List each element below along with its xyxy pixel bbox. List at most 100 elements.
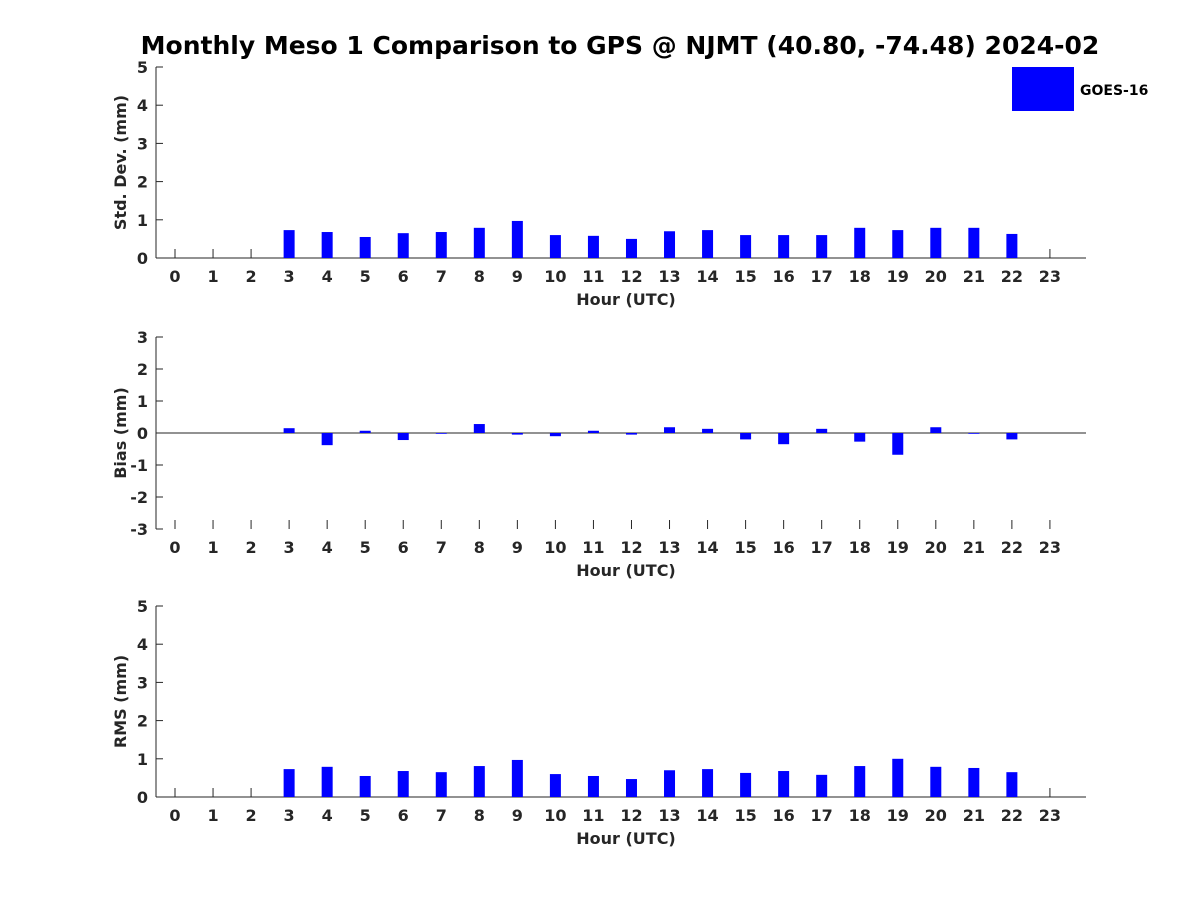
bar-hour-8 (473, 766, 485, 797)
x-tick-label: 14 (696, 538, 718, 557)
y-tick-label: 5 (137, 597, 148, 616)
bar-hour-16 (778, 235, 790, 258)
x-tick-label: 13 (658, 538, 680, 557)
x-tick-label: 11 (582, 267, 604, 286)
x-tick-label: 3 (284, 267, 295, 286)
x-tick-label: 13 (658, 806, 680, 825)
bar-hour-19 (892, 230, 904, 258)
y-tick-label: 0 (137, 424, 148, 443)
x-tick-label: 5 (360, 806, 371, 825)
x-tick-label: 5 (360, 538, 371, 557)
bar-hour-18 (854, 433, 866, 442)
bar-hour-13 (664, 427, 676, 433)
x-tick-label: 12 (620, 538, 642, 557)
x-tick-label: 15 (734, 806, 756, 825)
y-tick-label: 1 (137, 750, 148, 769)
x-tick-label: 15 (734, 267, 756, 286)
x-tick-label: 8 (474, 267, 485, 286)
bar-hour-6 (397, 233, 409, 258)
bar-hour-17 (816, 428, 828, 433)
x-tick-label: 1 (207, 267, 218, 286)
x-tick-label: 9 (512, 806, 523, 825)
bar-hour-19 (892, 758, 904, 797)
x-tick-label: 7 (436, 806, 447, 825)
bar-hour-15 (740, 433, 752, 440)
x-tick-label: 0 (169, 806, 180, 825)
x-tick-label: 9 (512, 267, 523, 286)
y-axis-label: Bias (mm) (111, 387, 130, 479)
x-tick-label: 20 (925, 267, 947, 286)
y-tick-label: -2 (130, 488, 148, 507)
bar-hour-3 (283, 769, 295, 797)
bar-hour-22 (1006, 233, 1018, 258)
x-tick-label: 12 (620, 806, 642, 825)
x-tick-label: 18 (849, 538, 871, 557)
bar-hour-7 (435, 232, 447, 258)
bar-hour-12 (625, 779, 637, 797)
y-tick-label: -3 (130, 520, 148, 539)
x-tick-label: 2 (246, 538, 257, 557)
y-tick-label: 3 (137, 328, 148, 347)
bar-hour-8 (473, 227, 485, 258)
x-tick-label: 7 (436, 267, 447, 286)
x-tick-label: 17 (811, 538, 833, 557)
x-tick-label: 16 (773, 538, 795, 557)
x-tick-label: 17 (811, 267, 833, 286)
bar-hour-3 (283, 428, 295, 433)
bar-hour-9 (511, 759, 523, 797)
bar-hour-15 (740, 772, 752, 797)
bar-hour-12 (625, 238, 637, 258)
bar-hour-11 (587, 775, 599, 797)
x-tick-label: 20 (925, 538, 947, 557)
y-tick-label: 3 (137, 673, 148, 692)
x-tick-label: 20 (925, 806, 947, 825)
x-tick-label: 1 (207, 538, 218, 557)
x-tick-label: 22 (1001, 267, 1023, 286)
y-tick-label: 3 (137, 134, 148, 153)
x-tick-label: 21 (963, 267, 985, 286)
x-tick-label: 18 (849, 806, 871, 825)
bar-hour-17 (816, 774, 828, 797)
bar-hour-5 (359, 236, 371, 258)
chart-title: Monthly Meso 1 Comparison to GPS @ NJMT … (141, 31, 1100, 60)
x-tick-label: 8 (474, 806, 485, 825)
bar-hour-12 (625, 433, 637, 435)
bar-hour-20 (930, 427, 942, 433)
bar-hour-20 (930, 766, 942, 797)
bar-hour-9 (511, 433, 523, 435)
x-tick-label: 11 (582, 538, 604, 557)
x-tick-label: 19 (887, 806, 909, 825)
x-tick-label: 13 (658, 267, 680, 286)
x-tick-label: 6 (398, 538, 409, 557)
bar-hour-13 (664, 770, 676, 797)
x-tick-label: 14 (696, 267, 718, 286)
legend: GOES-16 (1012, 67, 1148, 111)
x-tick-label: 23 (1039, 806, 1061, 825)
bar-hour-7 (435, 772, 447, 797)
x-tick-label: 23 (1039, 538, 1061, 557)
y-tick-label: 5 (137, 58, 148, 77)
bar-hour-16 (778, 433, 790, 445)
x-tick-label: 2 (246, 267, 257, 286)
bar-hour-4 (321, 766, 333, 797)
x-tick-label: 2 (246, 806, 257, 825)
x-tick-label: 15 (734, 538, 756, 557)
bar-hour-14 (702, 230, 714, 258)
x-tick-label: 5 (360, 267, 371, 286)
bar-hour-8 (473, 424, 485, 433)
y-axis-label: Std. Dev. (mm) (111, 95, 130, 230)
bar-hour-15 (740, 235, 752, 258)
bar-hour-5 (359, 775, 371, 797)
x-tick-label: 6 (398, 267, 409, 286)
legend-label: GOES-16 (1080, 83, 1148, 99)
y-tick-label: 2 (137, 173, 148, 192)
bar-hour-6 (397, 771, 409, 797)
bar-hour-3 (283, 230, 295, 258)
bar-hour-21 (968, 767, 980, 797)
x-tick-label: 21 (963, 806, 985, 825)
bar-hour-4 (321, 232, 333, 258)
x-tick-label: 17 (811, 806, 833, 825)
bar-hour-18 (854, 766, 866, 797)
